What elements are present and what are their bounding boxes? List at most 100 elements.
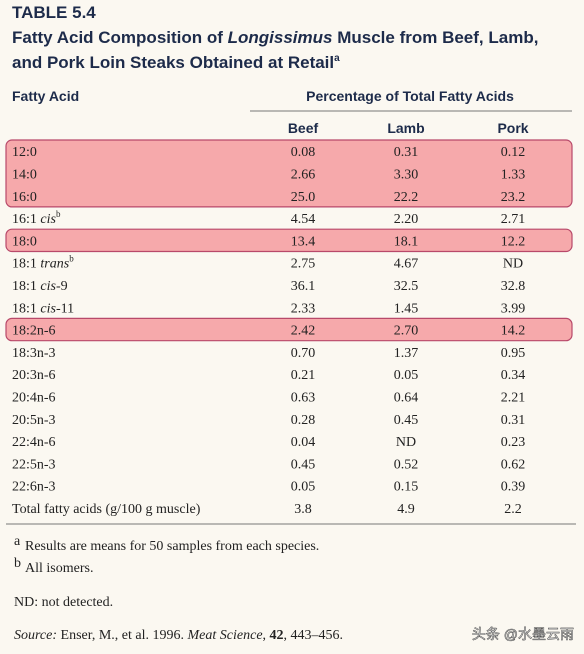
row-name: Total fatty acids (g/100 g muscle) — [12, 502, 201, 517]
highlight-box — [5, 228, 573, 253]
footnote-text: Results are means for 50 samples from ea… — [25, 539, 319, 554]
cell: ND — [396, 435, 416, 450]
cell: 0.39 — [501, 480, 526, 495]
row-name-text: -9 — [56, 279, 68, 294]
cell: 0.95 — [501, 346, 526, 361]
row-name: 20:3n-6 — [12, 368, 56, 383]
cell: 0.63 — [291, 390, 316, 405]
row-name: 18:1 cis-9 — [12, 279, 68, 294]
row-name: 18:1 cis-11 — [12, 301, 74, 316]
row-name: 16:0 — [12, 190, 37, 205]
watermark: 头条 @水墨云雨 — [472, 626, 574, 642]
cell: 2.20 — [394, 212, 419, 227]
row-name-text: -11 — [56, 301, 74, 316]
cell: 1.45 — [394, 301, 419, 316]
cell: 2.66 — [291, 167, 316, 182]
cell: 0.52 — [394, 457, 419, 472]
row-name-text: 16:0 — [12, 190, 37, 205]
cell: 0.64 — [394, 390, 419, 405]
row-name: 22:4n-6 — [12, 435, 56, 450]
row-name-text: 18:2n-6 — [12, 324, 56, 339]
row-name-text: 20:5n-3 — [12, 413, 56, 428]
source-text: Enser, M., et al. 1996. — [57, 628, 187, 643]
row-name: 18:2n-6 — [12, 324, 56, 339]
cell: 4.9 — [397, 502, 415, 517]
highlight-box — [5, 317, 573, 342]
cell: 0.28 — [291, 413, 316, 428]
cell: 0.45 — [394, 413, 419, 428]
cell: 0.45 — [291, 457, 316, 472]
title-italic: Longissimus — [228, 28, 333, 47]
cell: 0.34 — [501, 368, 526, 383]
row-name-text: 18:1 — [12, 279, 40, 294]
row-name-text: 18:1 — [12, 257, 40, 272]
cell: 0.05 — [394, 368, 419, 383]
cell: 1.33 — [501, 167, 526, 182]
title-text: Muscle from Beef, Lamb, — [333, 28, 539, 47]
title: Fatty Acid Composition of Longissimus Mu… — [12, 28, 538, 47]
cell: 25.0 — [291, 190, 316, 205]
cell: 1.37 — [394, 346, 419, 361]
row-name: 22:5n-3 — [12, 457, 56, 472]
cell: 2.75 — [291, 257, 316, 272]
cell: 0.12 — [501, 145, 526, 160]
cell: 18.1 — [394, 234, 419, 249]
footnote-text: All isomers. — [25, 561, 93, 576]
cell: 4.54 — [291, 212, 316, 227]
cell: 23.2 — [501, 190, 526, 205]
row-name-sup: b — [56, 209, 61, 219]
source-label: Source: — [14, 628, 57, 643]
source-text: , — [263, 628, 270, 643]
cell: ND — [503, 257, 523, 272]
cell: 0.62 — [501, 457, 526, 472]
row-name: 12:0 — [12, 145, 37, 160]
row-name-italic: cis — [40, 301, 56, 316]
cell: 13.4 — [291, 234, 316, 249]
row-name-text: 18:3n-3 — [12, 346, 56, 361]
cell: 3.8 — [294, 502, 312, 517]
cell: 0.23 — [501, 435, 526, 450]
cell: 2.2 — [504, 502, 522, 517]
row-name: 22:6n-3 — [12, 480, 56, 495]
table-label: TABLE 5.4 — [12, 3, 96, 22]
cell: 2.33 — [291, 301, 316, 316]
cell: 0.04 — [291, 435, 316, 450]
title: and Pork Loin Steaks Obtained at Retaila — [12, 53, 340, 72]
row-name: 20:5n-3 — [12, 413, 56, 428]
cell: 32.8 — [501, 279, 526, 294]
row-header: Fatty Acid — [12, 88, 79, 104]
cell: 2.71 — [501, 212, 526, 227]
cell: 2.70 — [394, 324, 419, 339]
table-body: 12:0 0.08 0.31 0.12 14:0 2.66 3.30 1.33 16:0 25.0… — [5, 139, 573, 517]
source-journal: Meat Science — [187, 628, 263, 643]
source: Source: Enser, M., et al. 1996. Meat Sci… — [14, 628, 343, 643]
row-name-text: 18:0 — [12, 234, 37, 249]
row-name: 18:3n-3 — [12, 346, 56, 361]
row-name-text: 22:5n-3 — [12, 457, 56, 472]
cell: 32.5 — [394, 279, 419, 294]
row-name-text: 20:4n-6 — [12, 390, 56, 405]
highlight-box — [5, 139, 573, 208]
title-text: Fatty Acid Composition of — [12, 28, 228, 47]
source-text: , 443–456. — [284, 628, 344, 643]
footnote-mark: a — [14, 534, 21, 549]
cell: 22.2 — [394, 190, 419, 205]
group-header: Percentage of Total Fatty Acids — [306, 88, 514, 104]
row-name-text: 20:3n-6 — [12, 368, 56, 383]
cell: 0.05 — [291, 480, 316, 495]
cell: 2.21 — [501, 390, 526, 405]
row-name-text: 22:4n-6 — [12, 435, 56, 450]
row-name-italic: trans — [40, 257, 69, 272]
row-name-italic: cis — [40, 212, 56, 227]
cell: 0.08 — [291, 145, 316, 160]
row-name-text: Total fatty acids (g/100 g muscle) — [12, 502, 201, 517]
row-name: 14:0 — [12, 167, 37, 182]
row-name-text: 22:6n-3 — [12, 480, 56, 495]
row-name-text: 18:1 — [12, 301, 40, 316]
cell: 0.15 — [394, 480, 419, 495]
row-name-sup: b — [69, 254, 74, 264]
cell: 0.31 — [501, 413, 526, 428]
cell: 4.67 — [394, 257, 419, 272]
footnote-mark: b — [14, 556, 21, 571]
